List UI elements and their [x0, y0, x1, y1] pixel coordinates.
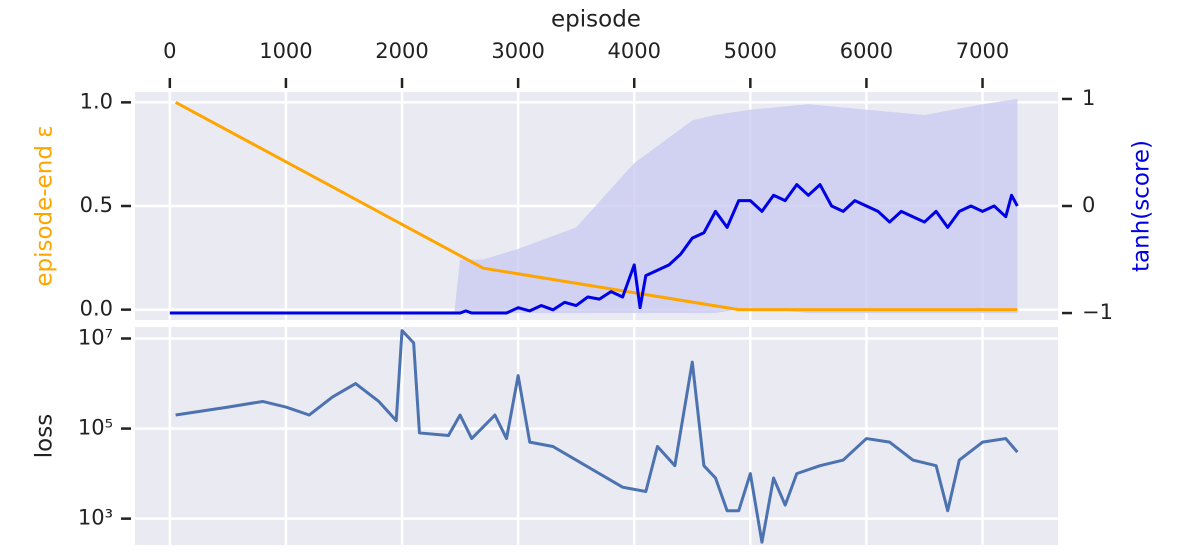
x-tick-label: 6000 — [840, 39, 893, 63]
line — [175, 329, 1019, 544]
plot-background — [135, 327, 1058, 545]
line — [174, 101, 1018, 312]
x-tick-label: 4000 — [608, 39, 661, 63]
y-tick-label: 10⁵ — [78, 416, 113, 440]
line — [169, 183, 1019, 315]
y2-tick-label: 0 — [1082, 193, 1095, 217]
x-tick-label: 3000 — [491, 39, 544, 63]
y-tick-label: 0.0 — [80, 297, 113, 321]
x-tick-label: 0 — [163, 39, 176, 63]
y-tick-label: 0.5 — [80, 193, 113, 217]
y2-axis-label: tanh(score) — [1129, 140, 1155, 272]
x-tick-label: 7000 — [956, 39, 1009, 63]
y-tick-label: 1.0 — [80, 89, 113, 113]
y-axis-label: loss — [32, 414, 58, 458]
x-tick-label: 1000 — [259, 39, 312, 63]
y-tick-label: 10³ — [78, 506, 113, 530]
x-axis-label: episode — [551, 7, 641, 33]
x-tick-label: 5000 — [724, 39, 777, 63]
y-axis-label: episode-end ε — [32, 125, 58, 286]
y-tick-label: 10⁷ — [78, 325, 113, 349]
x-tick-label: 2000 — [375, 39, 428, 63]
y2-tick-label: −1 — [1082, 300, 1113, 324]
y2-tick-label: 1 — [1082, 86, 1095, 110]
